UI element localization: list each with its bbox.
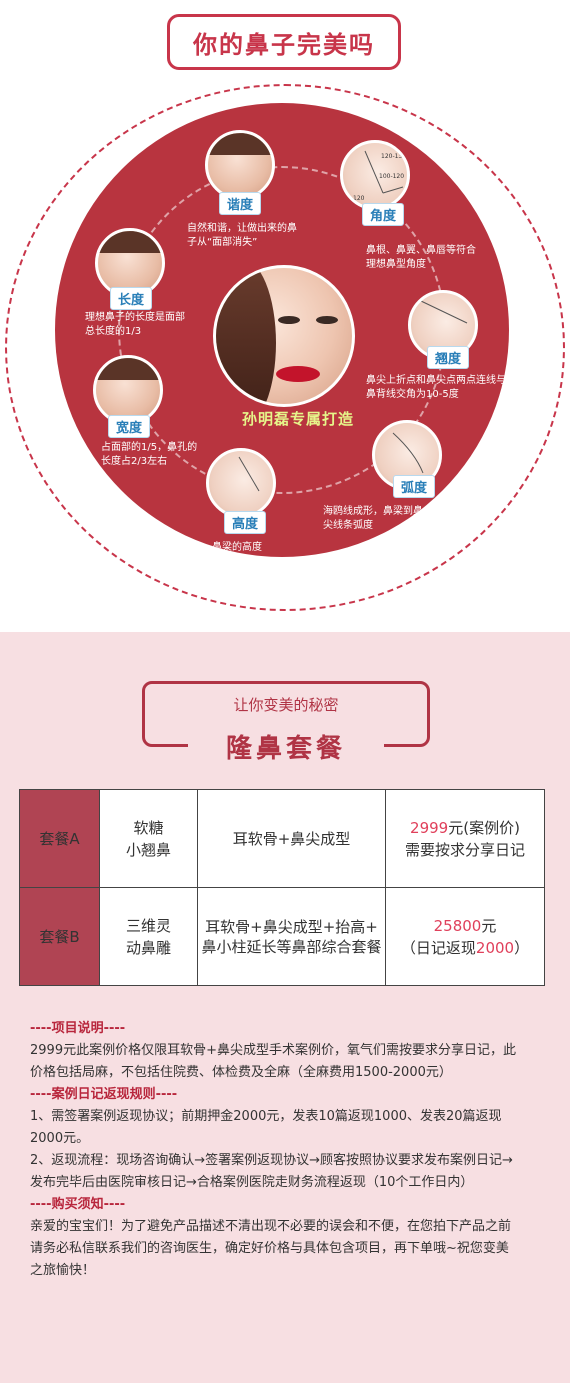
angle-mark-2: 100-120: [379, 173, 405, 180]
notes-heading-purchase: ----购买须知----: [30, 1197, 126, 1212]
angle-desc: 鼻根、鼻翼、鼻唇等符合理想鼻型角度: [366, 245, 476, 270]
package-b-price-value: 25800: [433, 916, 482, 935]
outer-dashed-ring: [5, 84, 565, 611]
notes-cashback-rule-1: 1、需签署案例返现协议；前期押金2000元，发表10篇返现1000、发表20篇返…: [30, 1109, 502, 1146]
rhinoplasty-package-section: 让你变美的秘密 隆鼻套餐 套餐A 软糖 小翘鼻 耳软骨+鼻尖成型 2999元(案…: [0, 632, 570, 1383]
package-b-name-line2: 动鼻雕: [125, 938, 171, 957]
curve-badge: 弧度: [393, 475, 436, 498]
harmony-face-photo: [205, 130, 275, 200]
angle-mark-3: 120: [353, 195, 365, 202]
section-title: 你的鼻子完美吗: [193, 30, 375, 59]
height-desc: 鼻梁的高度: [212, 542, 262, 553]
nose-perfection-section: 你的鼻子完美吗 孙明磊专属打造 谐度 自然和谐，让做出来的鼻子从“面部消失” 1…: [0, 0, 570, 632]
package-b-name: 三维灵 动鼻雕: [99, 887, 198, 986]
package-title: 隆鼻套餐: [225, 734, 346, 764]
package-a-head: 套餐A: [19, 789, 100, 888]
package-b-cashback-suffix: ）: [514, 938, 530, 957]
section-title-box: 你的鼻子完美吗: [167, 14, 401, 70]
package-b-price: 25800元 （日记返现2000）: [385, 887, 545, 986]
package-b-name-line1: 三维灵: [125, 916, 171, 935]
package-a-content-line1: 耳软骨+鼻尖成型: [232, 829, 351, 848]
package-a-price: 2999元(案例价) 需要按求分享日记: [385, 789, 545, 888]
notes-heading-cashback: ----案例日记返现规则----: [30, 1087, 178, 1102]
table-row: 套餐A 软糖 小翘鼻 耳软骨+鼻尖成型 2999元(案例价) 需要按求分享日记: [19, 789, 545, 888]
brand-text: 孙明磊专属打造: [241, 410, 354, 428]
center-face-photo: [213, 265, 355, 407]
notes-project-text: 2999元此案例价格仅限耳软骨+鼻尖成型手术案例价，氧气们需按要求分享日记，此价…: [30, 1043, 516, 1080]
tilt-badge: 翘度: [427, 346, 470, 369]
package-b-head: 套餐B: [19, 887, 100, 986]
height-badge: 高度: [224, 511, 267, 534]
package-a-name-line2: 小翘鼻: [125, 840, 171, 859]
length-badge: 长度: [110, 287, 153, 310]
length-desc: 理想鼻子的长度是面部总长度的1/3: [85, 312, 185, 337]
package-table: 套餐A 软糖 小翘鼻 耳软骨+鼻尖成型 2999元(案例价) 需要按求分享日记 …: [19, 789, 545, 986]
width-badge: 宽度: [108, 415, 151, 438]
notes-cashback-rule-2: 2、返现流程：现场咨询确认→签署案例返现协议→顾客按照协议要求发布案例日记→发布…: [30, 1153, 513, 1190]
tilt-desc: 鼻尖上折点和鼻尖点两点连线与鼻背线交角为10-5度: [366, 375, 506, 400]
length-face-photo: [95, 228, 165, 298]
package-a-name-line1: 软糖: [133, 818, 164, 837]
package-b-content-line1: 耳软骨+鼻尖成型+抬高+: [205, 917, 378, 936]
package-b-price-suffix: 元: [481, 916, 497, 935]
width-desc: 占面部的1/5，鼻孔的长度占2/3左右: [101, 442, 198, 467]
package-a-name: 软糖 小翘鼻: [99, 789, 198, 888]
harmony-desc: 自然和谐，让做出来的鼻子从“面部消失”: [187, 223, 297, 248]
package-b-content-line2: 鼻小柱延长等鼻部综合套餐: [201, 937, 382, 956]
curve-desc: 海鸥线成形，鼻梁到鼻尖线条弧度: [323, 506, 423, 531]
package-notes: ----项目说明---- 2999元此案例价格仅限耳软骨+鼻尖成型手术案例价，氧…: [30, 1018, 520, 1282]
angle-mark-1: 120-130: [381, 153, 407, 160]
package-a-price-note: 需要按求分享日记: [404, 840, 525, 859]
package-b-cashback-prefix: （日记返现: [400, 938, 476, 957]
table-row: 套餐B 三维灵 动鼻雕 耳软骨+鼻尖成型+抬高+ 鼻小柱延长等鼻部综合套餐 25…: [19, 887, 545, 986]
package-title-wrap: 隆鼻套餐: [188, 728, 384, 764]
height-profile-photo: [206, 448, 276, 518]
package-a-price-suffix: 元(案例价): [448, 818, 520, 837]
harmony-badge: 谐度: [219, 192, 262, 215]
package-b-cashback-value: 2000: [475, 938, 515, 957]
angle-badge: 角度: [362, 203, 405, 226]
package-b-content: 耳软骨+鼻尖成型+抬高+ 鼻小柱延长等鼻部综合套餐: [197, 887, 386, 986]
notes-purchase-text: 亲爱的宝宝们！为了避免产品描述不清出现不必要的误会和不便，在您拍下产品之前请务必…: [30, 1219, 512, 1278]
package-a-price-value: 2999: [410, 818, 449, 837]
package-subtitle: 让你变美的秘密: [233, 696, 339, 714]
angle-profile-photo: 120-130 100-120 120: [340, 140, 410, 210]
package-a-content: 耳软骨+鼻尖成型: [197, 789, 386, 888]
notes-heading-project: ----项目说明----: [30, 1021, 126, 1036]
